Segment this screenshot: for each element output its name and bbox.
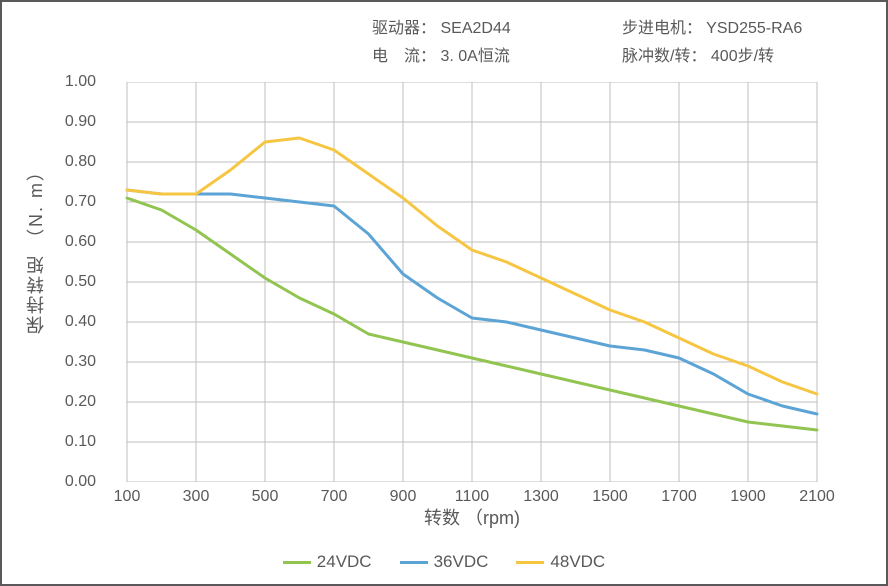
y-tick-label: 0.20 (46, 393, 96, 411)
legend-item-48vdc: 48VDC (516, 552, 605, 572)
x-tick-label: 700 (304, 488, 364, 506)
motor-row: 步进电机： YSD255-RA6 (622, 14, 872, 38)
driver-value: SEA2D44 (440, 20, 510, 37)
x-tick-label: 100 (97, 488, 157, 506)
x-tick-label: 1300 (511, 488, 571, 506)
pulses-value: 400步/转 (711, 48, 774, 65)
current-label: 电 流： (372, 42, 436, 66)
y-tick-label: 0.90 (46, 113, 96, 131)
driver-row: 驱动器： SEA2D44 (372, 14, 622, 38)
driver-label: 驱动器： (372, 14, 436, 38)
y-tick-label: 0.80 (46, 153, 96, 171)
x-tick-label: 2100 (787, 488, 847, 506)
y-tick-label: 0.70 (46, 193, 96, 211)
y-tick-label: 0.00 (46, 473, 96, 491)
legend-swatch-48vdc (516, 561, 544, 564)
y-tick-label: 0.30 (46, 353, 96, 371)
legend-swatch-24vdc (283, 561, 311, 564)
y-tick-label: 1.00 (46, 73, 96, 91)
x-tick-label: 1900 (718, 488, 778, 506)
legend-label-48vdc: 48VDC (550, 552, 605, 572)
legend-item-24vdc: 24VDC (283, 552, 372, 572)
header-info: 驱动器： SEA2D44 步进电机： YSD255-RA6 电 流： 3. 0A… (372, 14, 866, 66)
legend-label-36vdc: 36VDC (434, 552, 489, 572)
y-tick-label: 0.60 (46, 233, 96, 251)
legend-label-24vdc: 24VDC (317, 552, 372, 572)
x-tick-label: 500 (235, 488, 295, 506)
current-value: 3. 0A恒流 (440, 48, 509, 65)
pulses-label: 脉冲数/转： (622, 42, 706, 66)
pulses-row: 脉冲数/转： 400步/转 (622, 42, 872, 66)
y-tick-label: 0.50 (46, 273, 96, 291)
current-row: 电 流： 3. 0A恒流 (372, 42, 622, 66)
legend-item-36vdc: 36VDC (400, 552, 489, 572)
line-chart (107, 82, 837, 482)
y-tick-label: 0.40 (46, 313, 96, 331)
x-tick-label: 1500 (580, 488, 640, 506)
legend: 24VDC 36VDC 48VDC (2, 552, 886, 572)
x-tick-label: 1700 (649, 488, 709, 506)
x-axis-title: 转数 （rpm) (107, 504, 837, 530)
x-tick-label: 900 (373, 488, 433, 506)
x-tick-label: 1100 (442, 488, 502, 506)
motor-label: 步进电机： (622, 14, 702, 38)
legend-swatch-36vdc (400, 561, 428, 564)
x-tick-label: 300 (166, 488, 226, 506)
motor-value: YSD255-RA6 (706, 20, 802, 37)
y-tick-label: 0.10 (46, 433, 96, 451)
chart-container: 驱动器： SEA2D44 步进电机： YSD255-RA6 电 流： 3. 0A… (0, 0, 888, 586)
